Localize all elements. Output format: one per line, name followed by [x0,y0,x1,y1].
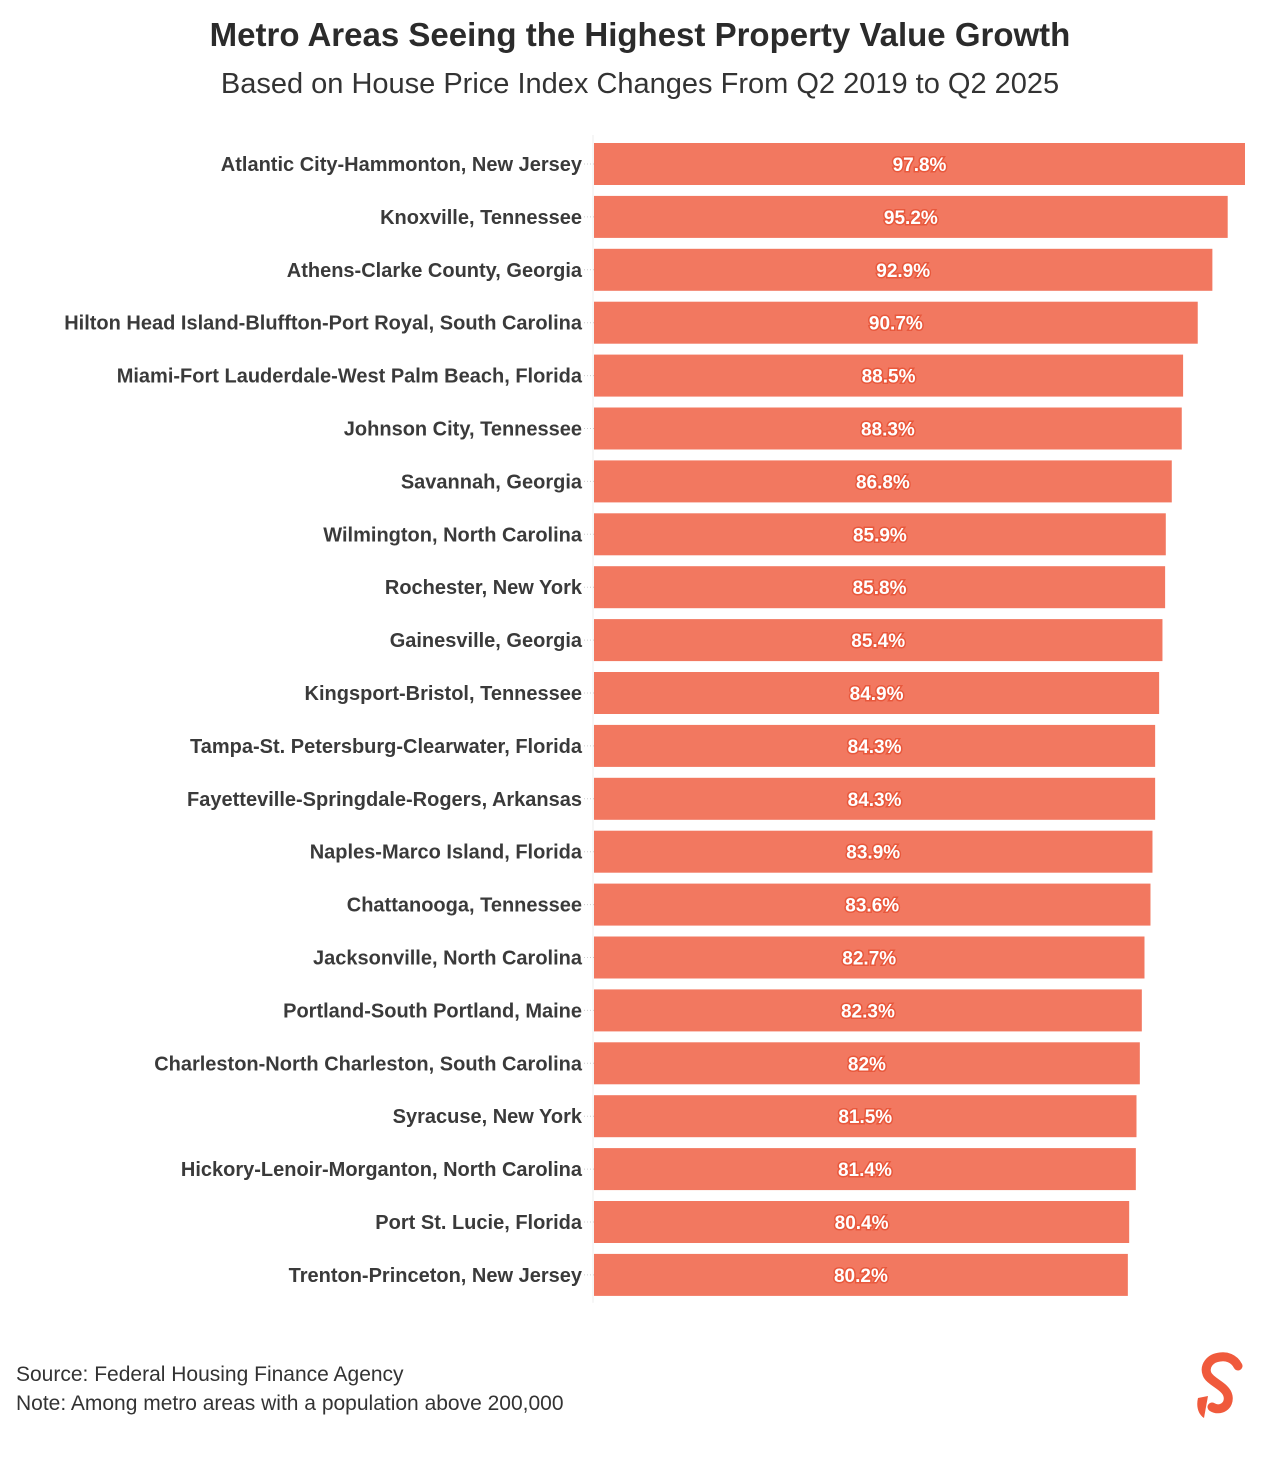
bar [594,1042,1140,1085]
brand-logo [1197,1352,1243,1418]
value-label: 84.9% [850,684,904,705]
category-label: Johnson City, Tennessee [344,419,582,441]
chart-title: Metro Areas Seeing the Highest Property … [209,16,1071,53]
bar [594,1095,1137,1138]
category-label: Knoxville, Tennessee [380,207,582,229]
bar [594,830,1153,873]
category-label: Portland-South Portland, Maine [283,1000,582,1022]
bar [594,883,1151,926]
category-label: Jacksonville, North Carolina [313,948,583,970]
category-label: Charleston-North Charleston, South Carol… [154,1053,583,1075]
category-label: Kingsport-Bristol, Tennessee [305,683,582,705]
category-label: Hilton Head Island-Bluffton-Port Royal, … [64,313,583,335]
value-label: 86.8% [856,472,910,493]
value-label: 85.8% [853,578,907,599]
bar [594,301,1198,344]
value-label: 80.2% [834,1266,888,1287]
bar [594,619,1163,662]
bar [594,354,1184,397]
category-label: Miami-Fort Lauderdale-West Palm Beach, F… [117,366,583,388]
value-label: 81.5% [838,1107,892,1128]
bar [594,195,1228,238]
bar [594,248,1213,291]
category-label: Trenton-Princeton, New Jersey [289,1265,583,1287]
bar [594,1253,1128,1296]
category-label: Atlantic City-Hammonton, New Jersey [221,154,583,176]
value-label: 82% [848,1054,886,1075]
value-label: 82.7% [842,949,896,970]
source-note: Source: Federal Housing Finance Agency [16,1363,404,1386]
bar-chart: Atlantic City-Hammonton, New Jersey 97.8%… [64,135,1245,1303]
value-label: 84.3% [848,737,902,758]
value-label: 82.3% [841,1001,895,1022]
bar [594,1148,1136,1191]
category-label: Hickory-Lenoir-Morganton, North Carolina [181,1159,583,1181]
bar [594,460,1172,503]
value-label: 90.7% [869,314,923,335]
bar [594,936,1145,979]
category-label: Gainesville, Georgia [390,630,583,652]
bar [594,566,1166,609]
bar [594,1201,1130,1243]
value-label: 85.9% [853,525,907,546]
value-label: 83.6% [845,896,899,917]
category-label: Athens-Clarke County, Georgia [287,260,583,282]
bar [594,777,1156,820]
category-label: Syracuse, New York [393,1106,583,1128]
value-label: 92.9% [876,261,930,282]
value-label: 97.8% [893,155,947,176]
value-label: 83.9% [846,843,900,864]
value-label: 84.3% [848,790,902,811]
bar [594,407,1182,450]
value-label: 85.4% [851,631,905,652]
value-label: 95.2% [884,208,938,229]
category-label: Tampa-St. Petersburg-Clearwater, Florida [190,736,583,758]
value-label: 81.4% [838,1160,892,1181]
bar [594,672,1160,714]
bar [594,724,1156,767]
category-label: Chattanooga, Tennessee [347,895,582,917]
category-label: Port St. Lucie, Florida [375,1212,583,1234]
bar [594,989,1142,1032]
chart-subtitle: Based on House Price Index Changes From … [220,68,1060,100]
category-label: Savannah, Georgia [401,471,583,493]
population-note: Note: Among metro areas with a populatio… [16,1392,564,1415]
category-label: Wilmington, North Carolina [323,524,583,546]
category-label: Fayetteville-Springdale-Rogers, Arkansas [187,789,582,811]
value-label: 88.3% [861,420,915,441]
bar [594,513,1166,556]
category-label: Naples-Marco Island, Florida [310,842,583,864]
value-label: 80.4% [835,1213,889,1234]
bar [594,143,1245,185]
value-label: 88.5% [862,367,916,388]
category-label: Rochester, New York [385,577,583,599]
